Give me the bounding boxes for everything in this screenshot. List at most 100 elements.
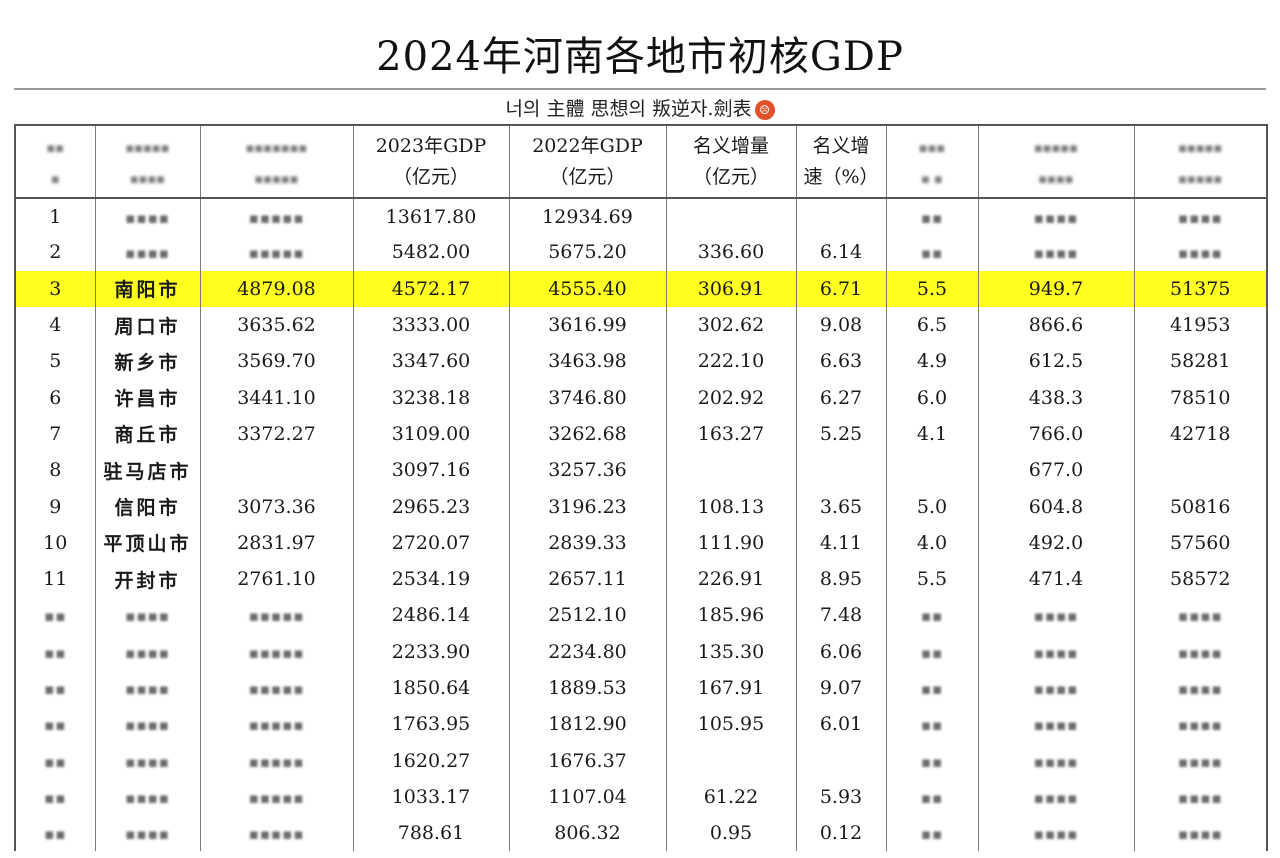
table-row: 6 许昌市 3441.10 3238.18 3746.80 202.92 6.27 6.0 43… xyxy=(14,379,1268,416)
cell-col10: 78510 xyxy=(1133,379,1268,416)
cell-city: ▪▪▪▪ xyxy=(94,706,200,743)
cell-gdp-2024: 4879.08 xyxy=(199,270,353,307)
redacted-mark: ▪▪ xyxy=(920,680,944,698)
cell-gdp-2024: 2831.97 xyxy=(199,524,353,561)
cell-gdp-2023: 3238.18 xyxy=(352,379,509,416)
cell-rank: 1 xyxy=(14,198,95,235)
table-row: 10 平顶山市 2831.97 2720.07 2839.33 111.90 4.11 4.0… xyxy=(14,524,1268,561)
cell-rank: ▪▪ xyxy=(14,633,95,670)
table-row: ▪▪ ▪▪▪▪ ▪▪▪▪▪ 1620.27 1676.37 ▪▪ ▪▪▪▪ ▪▪▪▪ xyxy=(14,742,1268,779)
table-row: ▪▪ ▪▪▪▪ ▪▪▪▪▪ 1033.17 1107.04 61.22 5.93 ▪▪ ▪▪▪▪… xyxy=(14,778,1268,816)
cell-increase xyxy=(665,452,796,489)
header-gdp-2022: 2022年GDP （亿元） xyxy=(508,124,666,199)
cell-city: ▪▪▪▪ xyxy=(94,669,200,707)
redacted-mark: ▪▪▪▪ xyxy=(1033,643,1079,662)
table-row: 9 信阳市 3073.36 2965.23 3196.23 108.13 3.65 5.0 60… xyxy=(14,488,1268,525)
cell-gdp-2022: 3257.36 xyxy=(508,452,666,489)
cell-col10: 51375 xyxy=(1133,270,1268,307)
redacted-mark: ▪▪ xyxy=(920,788,944,807)
cell-col10: 57560 xyxy=(1133,524,1268,561)
cell-gdp-2023: 3097.16 xyxy=(352,452,509,489)
table-header-row: ▪▪ ▪ ▪▪▪▪▪ ▪▪▪▪ ▪▪▪▪▪▪▪ ▪▪▪▪▪ 2023年GDP （亿元）… xyxy=(14,124,1268,199)
cell-rate xyxy=(795,452,886,489)
redacted-mark: ▪▪▪▪▪ xyxy=(248,680,305,698)
cell-rank: 3 xyxy=(14,270,95,307)
cell-gdp-2024: ▪▪▪▪▪ xyxy=(199,742,353,779)
cell-rank: ▪▪ xyxy=(14,815,95,852)
cell-gdp-2023: 2486.14 xyxy=(352,597,509,634)
cell-city: 新乡市 xyxy=(94,343,200,380)
cell-gdp-2023: 2720.07 xyxy=(352,524,509,561)
cell-col9: ▪▪▪▪ xyxy=(977,669,1134,707)
redacted-mark: ▪▪ xyxy=(44,716,67,735)
redacted-mark: ▪▪▪▪ xyxy=(1177,244,1223,263)
header-col8: ▪▪▪ ▪ ▪ xyxy=(885,124,978,199)
cell-gdp-2023: 2534.19 xyxy=(352,560,509,598)
cell-gdp-2024: ▪▪▪▪▪ xyxy=(199,234,353,271)
table-row: ▪▪ ▪▪▪▪ ▪▪▪▪▪ 2486.14 2512.10 185.96 7.48 ▪▪ ▪▪▪… xyxy=(14,597,1268,634)
cell-rank: 7 xyxy=(14,415,95,453)
cell-gdp-2022: 3262.68 xyxy=(508,415,666,453)
cell-col10: 58281 xyxy=(1133,343,1268,380)
cell-col9: ▪▪▪▪ xyxy=(977,778,1134,816)
cell-increase: 226.91 xyxy=(665,560,796,598)
cell-gdp-2023: 3109.00 xyxy=(352,415,509,453)
redacted-mark: ▪▪▪▪ xyxy=(1177,643,1223,662)
cell-city: ▪▪▪▪ xyxy=(94,742,200,779)
cell-city: ▪▪▪▪ xyxy=(94,633,200,670)
cell-col10: ▪▪▪▪ xyxy=(1133,778,1268,816)
cell-rate: 6.01 xyxy=(795,706,886,743)
redacted-mark: ▪▪▪▪▪ xyxy=(248,643,305,662)
cell-gdp-2023: 2233.90 xyxy=(352,633,509,670)
cell-rate xyxy=(795,198,886,235)
cell-gdp-2022: 2839.33 xyxy=(508,524,666,561)
redacted-mark: ▪▪▪▪ xyxy=(1177,788,1223,807)
table-row: ▪▪ ▪▪▪▪ ▪▪▪▪▪ 2233.90 2234.80 135.30 6.06 ▪▪ ▪▪▪… xyxy=(14,633,1268,670)
redacted-mark: ▪▪▪▪ xyxy=(1177,607,1223,626)
cell-col8: 4.1 xyxy=(885,415,978,453)
cell-gdp-2022: 5675.20 xyxy=(508,234,666,271)
redacted-mark: ▪▪▪▪ xyxy=(1033,208,1079,227)
redacted-mark: ▪▪ xyxy=(920,825,944,844)
cell-gdp-2022: 2512.10 xyxy=(508,597,666,634)
cell-gdp-2024: 2761.10 xyxy=(199,560,353,598)
cell-rate: 6.71 xyxy=(795,270,886,307)
redacted-mark: ▪▪▪▪ xyxy=(1033,244,1079,263)
cell-gdp-2024: 3569.70 xyxy=(199,343,353,380)
cell-rank: ▪▪ xyxy=(14,597,95,634)
cell-col8: 6.0 xyxy=(885,379,978,416)
cell-gdp-2022: 2234.80 xyxy=(508,633,666,670)
cell-gdp-2022: 2657.11 xyxy=(508,560,666,598)
table-row: 1 ▪▪▪▪ ▪▪▪▪▪ 13617.80 12934.69 ▪▪ ▪▪▪▪ ▪▪▪▪ xyxy=(14,198,1268,235)
redacted-mark: ▪▪▪▪ xyxy=(125,208,170,227)
cell-city: ▪▪▪▪ xyxy=(94,234,200,271)
cell-gdp-2024: ▪▪▪▪▪ xyxy=(199,198,353,235)
cell-gdp-2022: 1812.90 xyxy=(508,706,666,743)
cell-gdp-2023: 788.61 xyxy=(352,815,509,852)
cell-col9: ▪▪▪▪ xyxy=(977,198,1134,235)
table-row: 5 新乡市 3569.70 3347.60 3463.98 222.10 6.63 4.9 61… xyxy=(14,343,1268,380)
cell-rate: 6.27 xyxy=(795,379,886,416)
redacted-mark: ▪▪▪▪ xyxy=(1177,825,1223,844)
subtitle: 너의 主體 思想의 叛逆자.劍表 ☹ xyxy=(0,94,1280,121)
redacted-mark: ▪▪▪▪ xyxy=(1177,752,1223,771)
redacted-mark: ▪▪ xyxy=(44,607,67,626)
cell-col10: ▪▪▪▪ xyxy=(1133,633,1268,670)
redacted-mark: ▪▪▪▪ xyxy=(1033,607,1079,626)
cell-rate: 3.65 xyxy=(795,488,886,525)
cell-rank: 10 xyxy=(14,524,95,561)
cell-gdp-2024: 3073.36 xyxy=(199,488,353,525)
cell-rank: ▪▪ xyxy=(14,778,95,816)
redacted-mark: ▪▪▪▪ xyxy=(1177,680,1223,698)
cell-gdp-2024: 3635.62 xyxy=(199,306,353,344)
cell-gdp-2022: 3616.99 xyxy=(508,306,666,344)
cell-city: 南阳市 xyxy=(94,270,200,307)
cell-col10: ▪▪▪▪ xyxy=(1133,815,1268,852)
table-row: 8 驻马店市 3097.16 3257.36 677.0 xyxy=(14,452,1268,489)
cell-col10: 58572 xyxy=(1133,560,1268,598)
cell-city: 商丘市 xyxy=(94,415,200,453)
cell-gdp-2023: 3333.00 xyxy=(352,306,509,344)
cell-rate: 5.93 xyxy=(795,778,886,816)
cell-city: ▪▪▪▪ xyxy=(94,198,200,235)
